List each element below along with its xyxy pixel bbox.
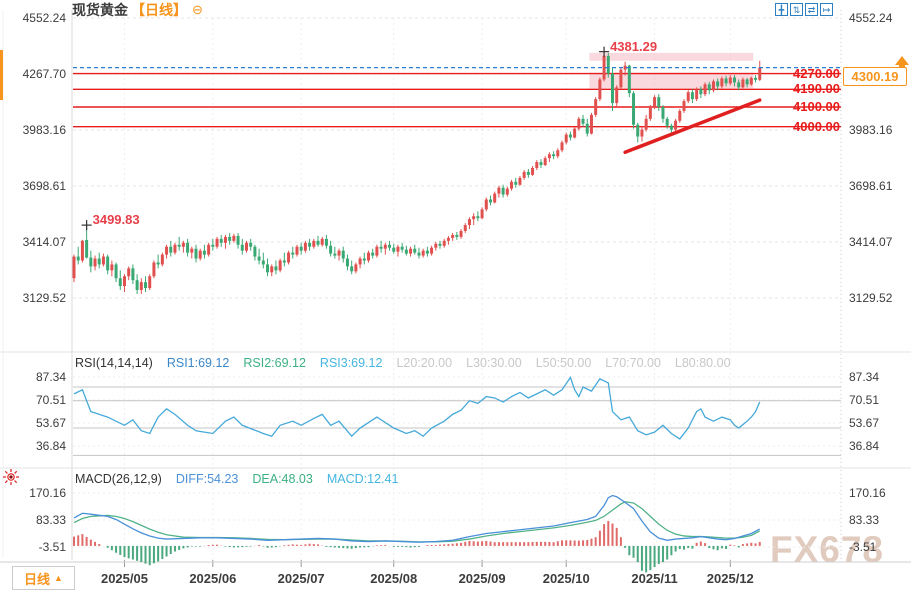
y-axis-label-right: 3129.52 — [849, 290, 893, 305]
rsi-level-value: L30:30.00 — [466, 356, 522, 370]
rsi-level-value: L50:50.00 — [535, 356, 592, 370]
macd-label: MACD(26,12,9) — [75, 472, 162, 486]
sr-line-price-label: 4190.00 — [793, 81, 840, 97]
x-axis-month-label: 2025/10 — [542, 571, 590, 586]
rsi-level-value: L20:20.00 — [396, 356, 453, 370]
macd-series-value: DEA:48.03 — [252, 472, 313, 486]
shift-right-icon[interactable]: ↦ — [820, 3, 833, 16]
chevron-up-icon: ▲ — [54, 573, 63, 583]
sr-line-price-label: 4000.00 — [793, 118, 840, 134]
left-accent-bar — [0, 50, 3, 100]
x-axis-month-label: 2025/08 — [370, 571, 418, 586]
x-axis-month-label: 2025/06 — [189, 571, 237, 586]
rsi-axis-label-right: 87.34 — [849, 370, 880, 384]
rsi-axis-label-left: 53.67 — [35, 416, 66, 430]
fit-vertical-axis-icon[interactable]: ⇅ — [790, 3, 803, 16]
y-axis-label-left: 3129.52 — [22, 290, 66, 305]
macd-axis-label-right: -3.51 — [849, 539, 877, 554]
y-axis-label-left: 4267.70 — [22, 66, 66, 81]
fit-horizontal-axis-icon[interactable]: ⇄ — [805, 3, 818, 16]
rsi-axis-label-right: 36.84 — [849, 438, 880, 453]
rsi-series-value: RSI3:69.12 — [319, 356, 383, 370]
rsi-label: RSI(14,14,14) — [75, 356, 153, 370]
high-annotation: 4381.29 — [610, 38, 658, 54]
rsi-axis-label-left: 87.34 — [35, 370, 66, 384]
macd-axis-label-left: -3.51 — [38, 539, 66, 554]
rsi-axis-label-right: 53.67 — [849, 416, 880, 430]
rsi-axis-label-right: 70.51 — [849, 392, 880, 407]
period-selector[interactable]: 日线 ▲ — [12, 566, 75, 590]
period-tag: 【日线】 — [131, 2, 187, 18]
rsi-legend: RSI(14,14,14) RSI1:69.12 RSI2:69.12 RSI3:6… — [75, 356, 731, 370]
y-axis-label-right: 4552.24 — [849, 11, 893, 25]
macd-axis-label-right: 83.33 — [849, 512, 880, 527]
rsi-level-value: L70:70.00 — [605, 356, 661, 370]
chart-toolbar: ╋ ⇅ ⇄ ↦ — [775, 3, 833, 16]
x-axis-month-label: 2025/07 — [277, 571, 325, 586]
y-axis-label-right: 3414.07 — [849, 234, 893, 249]
rsi-series-value: RSI1:69.12 — [166, 356, 230, 370]
rsi-axis-label-left: 36.84 — [35, 438, 66, 453]
pan-crosshair-icon[interactable]: ╋ — [775, 3, 788, 16]
current-price-tag: 4300.19 — [843, 67, 907, 87]
watermark: FX678 — [770, 529, 885, 570]
y-axis-label-left: 3983.16 — [22, 122, 66, 137]
sr-line-price-label: 4270.00 — [793, 65, 840, 81]
macd-axis-label-right: 170.16 — [849, 486, 886, 500]
y-axis-label-right: 3983.16 — [849, 122, 893, 137]
rsi-level-value: L80:80.00 — [674, 356, 731, 370]
x-axis-month-label: 2025/09 — [458, 571, 506, 586]
high-annotation: 3499.83 — [92, 212, 140, 228]
collapse-icon[interactable]: ⊖ — [192, 2, 203, 17]
rsi-axis-label-left: 70.51 — [35, 392, 66, 407]
time-axis-bar: 日线 ▲ 2025/05 2025/06 2025/07 2025/08 2025/09… — [0, 562, 911, 592]
macd-axis-label-left: 83.33 — [35, 512, 66, 527]
macd-axis-label-left: 170.16 — [29, 486, 66, 500]
x-axis-month-label: 2025/11 — [631, 571, 678, 586]
y-axis-label-left: 4552.24 — [22, 11, 66, 25]
y-axis-label-left: 3414.07 — [22, 234, 66, 249]
y-axis-label-right: 3698.61 — [849, 178, 893, 193]
macd-series-value: MACD:12.41 — [326, 472, 399, 486]
x-axis-month-label: 2025/05 — [100, 571, 148, 586]
chart-header: 现货黄金 【日线】 ⊖ — [72, 1, 203, 19]
sr-line-price-label: 4100.00 — [793, 99, 840, 114]
macd-legend: MACD(26,12,9) DIFF:54.23 DEA:48.03 MACD:12… — [75, 472, 398, 486]
period-selector-label: 日线 — [24, 571, 51, 587]
rsi-series-value: RSI2:69.12 — [243, 356, 306, 370]
macd-series-value: DIFF:54.23 — [175, 472, 239, 486]
settings-sun-icon[interactable] — [2, 468, 20, 486]
page-title: 现货黄金 — [72, 2, 128, 18]
x-axis-month-label: 2025/12 — [706, 571, 754, 586]
y-axis-label-left: 3698.61 — [22, 178, 66, 193]
